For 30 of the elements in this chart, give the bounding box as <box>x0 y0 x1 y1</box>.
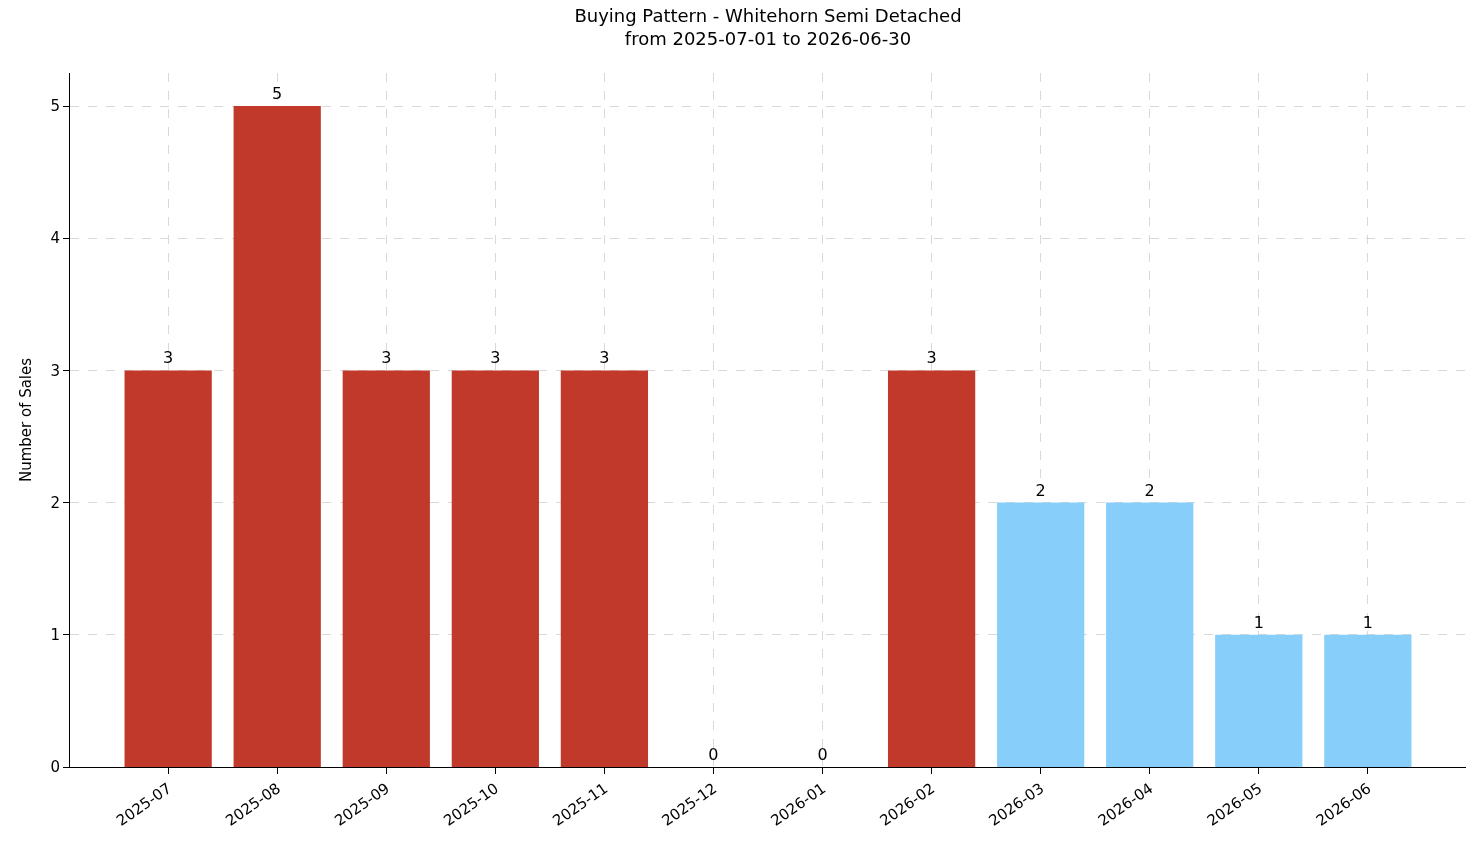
data-label: 5 <box>272 84 283 104</box>
data-label: 0 <box>817 745 828 764</box>
data-label: 0 <box>708 745 719 764</box>
data-label: 1 <box>1253 612 1264 632</box>
bar <box>233 106 321 767</box>
chart-title: Buying Pattern - Whitehorn Semi Detached from 2025-07-01 to 2026-06-30 <box>574 4 962 49</box>
data-label: 3 <box>599 348 610 368</box>
y-tick-label: 0 <box>50 758 60 777</box>
y-axis-title: Number of Sales <box>16 357 35 483</box>
data-label: 3 <box>490 348 501 368</box>
y-tick-label: 5 <box>50 97 60 116</box>
data-label: 1 <box>1362 612 1373 632</box>
bar <box>560 370 649 767</box>
bar <box>124 370 212 767</box>
bar <box>1215 634 1303 767</box>
y-tick-label: 1 <box>50 626 60 645</box>
data-label: 3 <box>926 348 937 368</box>
y-tick-label: 3 <box>50 361 60 380</box>
bar <box>451 370 539 767</box>
data-label: 2 <box>1035 480 1046 500</box>
data-label: 3 <box>163 348 174 368</box>
bar <box>887 370 976 767</box>
bar <box>1324 634 1412 767</box>
data-label: 2 <box>1144 480 1155 500</box>
y-tick-label: 4 <box>50 229 60 248</box>
bar <box>342 370 430 767</box>
data-label: 3 <box>381 348 392 368</box>
y-tick-label: 2 <box>50 493 60 512</box>
bar <box>1106 502 1194 767</box>
bar <box>997 502 1085 767</box>
